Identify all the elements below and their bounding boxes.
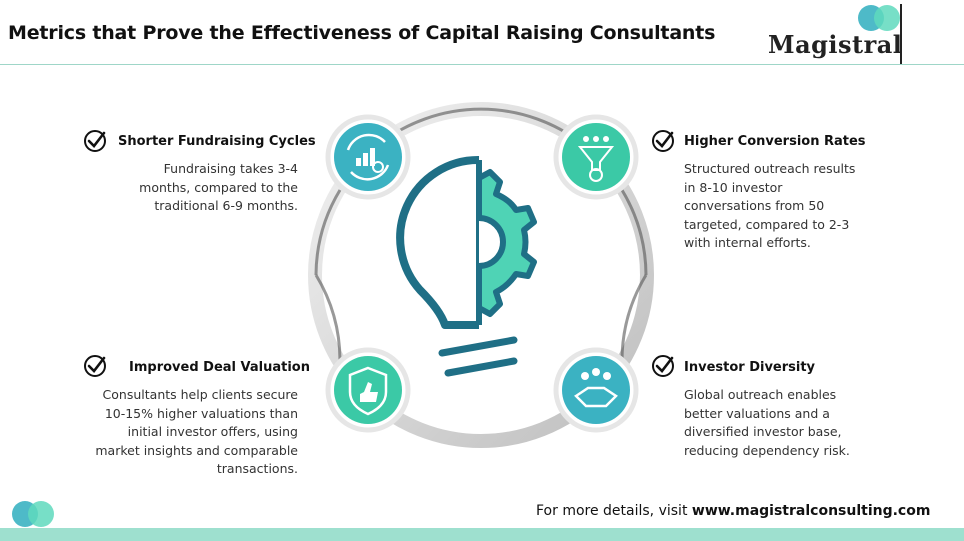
description-line: initial investor offers, using (127, 424, 298, 439)
bottom-bar (0, 528, 964, 541)
metric-description-conversion-rates: Structured outreach results in 8-10 inve… (684, 160, 855, 253)
metric-heading-investor-diversity: Investor Diversity (684, 360, 816, 375)
check-circle-icon (652, 130, 674, 152)
description-line: targeted, compared to 2-3 (684, 216, 850, 232)
metric-description-deal-valuation: Consultants help clients secure 10-15% h… (95, 386, 298, 479)
metric-description-fundraising-cycles: Fundraising takes 3-4 months, compared t… (139, 160, 298, 216)
footer-link[interactable]: www.magistralconsulting.com (691, 503, 931, 519)
description-line: reducing dependency risk. (684, 442, 850, 458)
footer-text: For more details, visit www.magistralcon… (536, 503, 930, 519)
logo-text: Magistral (768, 30, 903, 59)
description-line: months, compared to the (139, 179, 298, 195)
metric-description-investor-diversity: Global outreach enables better valuation… (684, 386, 850, 460)
logo-dot-right (874, 5, 900, 31)
description-line: in 8-10 investor (684, 179, 783, 195)
metric-heading-conversion-rates: Higher Conversion Rates (684, 134, 866, 149)
header-divider (0, 64, 964, 65)
description-line: Global outreach enables (684, 387, 837, 402)
check-circle-icon (84, 130, 106, 152)
shield-thumbs-up-icon (325, 347, 411, 433)
description-line: better valuations and a (684, 405, 830, 421)
page-title: Metrics that Prove the Effectiveness of … (8, 22, 716, 44)
description-line: traditional 6-9 months. (154, 198, 298, 213)
description-line: Fundraising takes 3-4 (163, 161, 298, 176)
bulb-gear-icon (396, 155, 537, 377)
outer-ring (308, 102, 654, 448)
check-circle-icon (84, 355, 106, 377)
cycle-growth-icon (325, 114, 411, 200)
footer-dot-right (28, 501, 54, 527)
description-line: transactions. (216, 461, 298, 476)
description-line: diversified investor base, (684, 424, 842, 439)
description-line: Structured outreach results (684, 161, 856, 176)
description-line: market insights and comparable (95, 442, 298, 458)
handshake-icon (553, 347, 639, 433)
check-circle-icon (652, 355, 674, 377)
description-line: with internal efforts. (684, 235, 811, 250)
description-line: Consultants help clients secure (102, 387, 298, 402)
metric-heading-fundraising-cycles: Shorter Fundraising Cycles (118, 134, 316, 149)
footer-prefix: For more details, visit (536, 503, 692, 519)
metric-heading-deal-valuation: Improved Deal Valuation (129, 360, 310, 375)
funnel-icon (553, 114, 639, 200)
description-line: 10-15% higher valuations than (104, 405, 298, 421)
logo-divider (900, 4, 902, 64)
description-line: conversations from 50 (684, 198, 825, 213)
